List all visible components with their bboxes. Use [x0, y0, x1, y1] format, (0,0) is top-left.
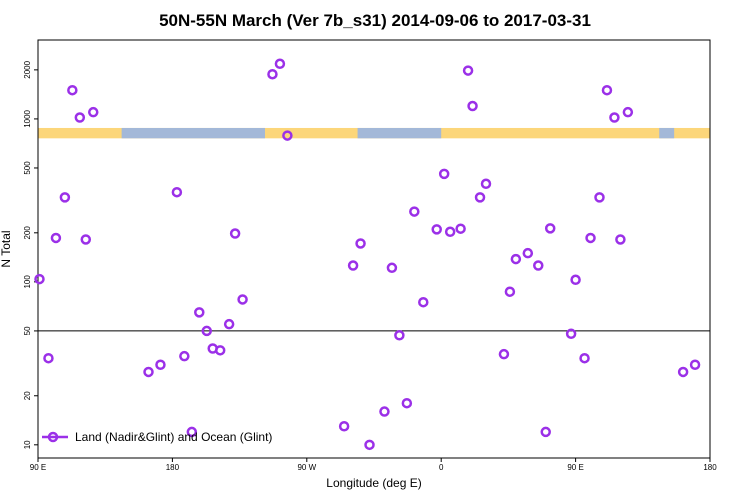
data-point	[418, 296, 429, 308]
data-point	[601, 84, 613, 96]
data-point	[594, 192, 605, 203]
data-point	[179, 350, 190, 362]
data-point	[409, 206, 420, 217]
data-point	[171, 186, 183, 198]
data-point	[462, 65, 474, 76]
data-point	[522, 247, 534, 259]
data-point	[194, 307, 205, 318]
data-point	[229, 228, 241, 239]
y-tick-label: 50	[23, 326, 32, 335]
data-point	[155, 359, 166, 370]
data-point	[474, 192, 486, 203]
data-point	[355, 238, 366, 249]
data-points	[34, 58, 701, 451]
data-point	[444, 226, 456, 238]
data-point	[609, 112, 620, 123]
chart-title: 50N-55N March (Ver 7b_s31) 2014-09-06 to…	[159, 11, 591, 30]
land-ocean-band	[38, 127, 710, 139]
data-point	[540, 426, 551, 438]
y-tick-label: 1000	[23, 109, 32, 127]
data-point	[677, 366, 689, 378]
data-point	[201, 325, 212, 337]
y-axis-label: N Total	[0, 230, 13, 267]
x-tick-label: 90 E	[567, 463, 583, 472]
data-point	[510, 253, 522, 265]
y-tick-label: 500	[23, 161, 32, 175]
data-point	[74, 112, 86, 123]
data-point	[570, 274, 581, 286]
data-point	[689, 359, 701, 370]
data-point	[431, 224, 442, 235]
legend-label: Land (Nadir&Glint) and Ocean (Glint)	[75, 430, 272, 444]
data-point	[533, 260, 544, 271]
x-axis: 90 E 180 90 W 0 90 E 180	[30, 458, 717, 472]
data-point	[338, 420, 350, 432]
ocean-segment	[357, 127, 442, 139]
x-tick-label: 180	[166, 463, 180, 472]
data-point	[186, 426, 198, 438]
y-tick-label: 100	[23, 275, 32, 289]
y-axis: 10 20 50 100 200 500 1000 2000	[23, 60, 38, 449]
data-point	[438, 168, 450, 180]
data-point	[401, 397, 413, 409]
data-point	[67, 84, 78, 96]
legend: Land (Nadir&Glint) and Ocean (Glint)	[42, 430, 272, 444]
data-point	[88, 106, 99, 118]
data-point	[394, 330, 405, 341]
data-point	[455, 223, 466, 234]
data-point	[50, 232, 62, 244]
x-tick-label: 0	[439, 463, 444, 472]
data-point	[59, 192, 71, 203]
data-point	[622, 106, 634, 118]
data-point	[274, 58, 286, 70]
data-point	[504, 286, 516, 297]
data-point	[237, 294, 248, 305]
data-point	[480, 178, 492, 190]
x-tick-label: 90 E	[30, 463, 46, 472]
y-tick-label: 2000	[23, 60, 32, 78]
plot-frame	[37, 39, 711, 459]
data-point	[379, 406, 390, 417]
data-point	[498, 348, 510, 360]
data-point	[43, 352, 54, 364]
data-point	[565, 328, 577, 340]
data-point	[34, 273, 45, 285]
legend-marker	[47, 431, 59, 443]
x-axis-label: Longitude (deg E)	[326, 476, 421, 490]
data-point	[143, 366, 154, 378]
data-point	[347, 260, 359, 271]
x-tick-label: 180	[703, 463, 717, 472]
y-tick-label: 10	[23, 440, 32, 449]
data-point	[544, 223, 556, 234]
data-point	[267, 68, 278, 80]
ocean-segment	[659, 127, 675, 139]
y-tick-label: 20	[23, 391, 32, 400]
data-point	[364, 439, 375, 451]
y-tick-label: 200	[23, 226, 32, 240]
data-point	[386, 262, 398, 274]
data-point	[579, 352, 590, 364]
x-tick-label: 90 W	[297, 463, 316, 472]
data-point	[223, 318, 235, 330]
data-point	[214, 345, 226, 356]
data-point	[467, 100, 478, 112]
ocean-segment	[121, 127, 265, 139]
data-point	[80, 234, 92, 245]
data-point	[585, 232, 596, 244]
data-point	[615, 234, 626, 245]
data-point	[282, 130, 293, 141]
